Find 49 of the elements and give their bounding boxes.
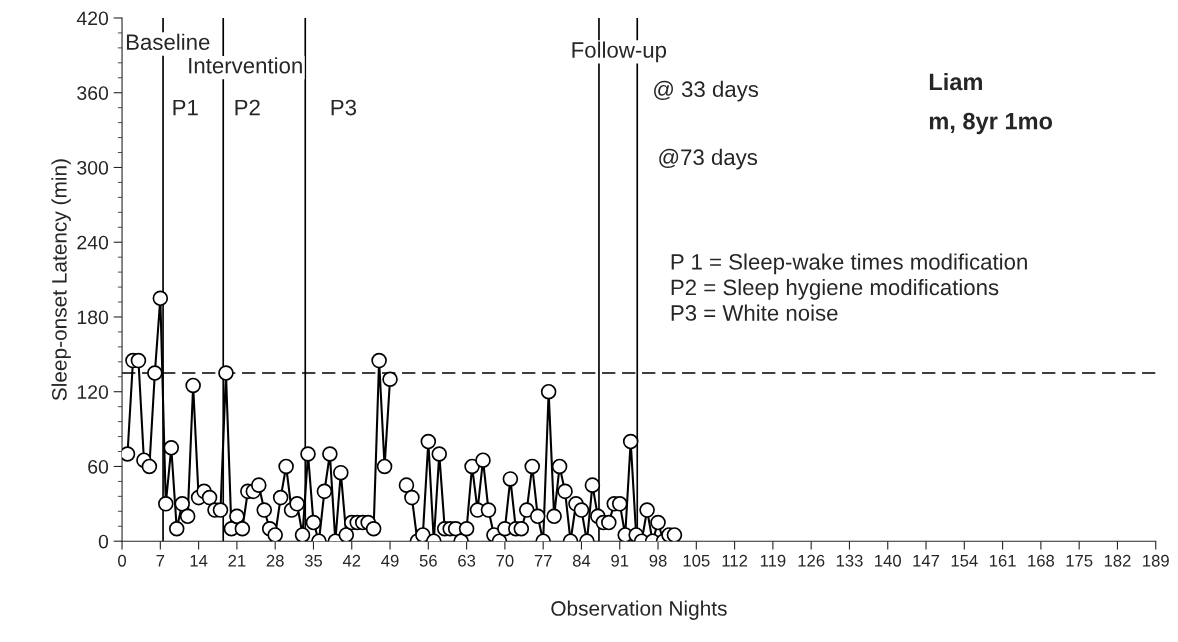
x-tick-label: 63 bbox=[458, 554, 476, 567]
x-tick-label: 28 bbox=[266, 554, 284, 567]
x-tick-label: 154 bbox=[951, 555, 978, 567]
x-tick-label: 175 bbox=[1066, 555, 1093, 567]
x-tick-label: 168 bbox=[1028, 554, 1055, 567]
x-axis-title: Observation Nights bbox=[551, 600, 727, 620]
x-tick-label: 77 bbox=[534, 555, 552, 567]
annotation: P2 bbox=[235, 99, 260, 116]
annotation: Follow-up bbox=[572, 41, 667, 63]
x-tick-label: 21 bbox=[228, 554, 246, 567]
annotation: @73 days bbox=[659, 148, 758, 170]
x-tick-label: 98 bbox=[649, 554, 667, 567]
x-tick-label: 7 bbox=[156, 555, 165, 567]
y-tick-label: 420 bbox=[76, 11, 109, 26]
annotation: Liam bbox=[929, 72, 982, 91]
y-axis-title: Sleep-onset Latency (min) bbox=[51, 159, 71, 401]
x-tick-label: 105 bbox=[683, 554, 710, 567]
x-tick-label: 112 bbox=[722, 554, 748, 567]
y-tick-label: 360 bbox=[77, 86, 109, 100]
y-tick-label: 0 bbox=[98, 534, 109, 549]
x-tick-label: 91 bbox=[611, 554, 629, 567]
y-tick-label: 180 bbox=[77, 310, 109, 325]
annotation: Intervention bbox=[189, 57, 302, 74]
x-tick-label: 182 bbox=[1104, 554, 1131, 567]
annotation: Baseline bbox=[126, 33, 210, 50]
x-tick-label: 84 bbox=[572, 554, 591, 567]
annotation: m, 8yr 1mo bbox=[929, 112, 1053, 135]
annotation: P3 bbox=[331, 99, 357, 116]
y-tick-label: 240 bbox=[77, 235, 109, 250]
x-tick-label: 42 bbox=[342, 554, 361, 567]
annotation: P1 bbox=[173, 99, 198, 116]
x-tick-label: 56 bbox=[419, 554, 437, 567]
x-tick-label: 49 bbox=[381, 554, 399, 567]
x-tick-label: 0 bbox=[118, 554, 127, 567]
x-tick-label: 133 bbox=[836, 554, 863, 567]
x-tick-label: 14 bbox=[190, 555, 208, 567]
x-tick-label: 35 bbox=[304, 554, 323, 567]
x-tick-label: 147 bbox=[913, 555, 940, 567]
x-tick-label: 189 bbox=[1143, 554, 1169, 567]
x-tick-label: 161 bbox=[989, 554, 1016, 567]
x-tick-label: 70 bbox=[496, 554, 514, 567]
y-tick-label: 300 bbox=[77, 160, 109, 175]
annotation: P 1 = Sleep-wake times modification P2 = Sleep hygiene modifications P3 = White noise bbox=[671, 253, 1027, 321]
x-tick-label: 126 bbox=[798, 554, 825, 567]
x-tick-label: 119 bbox=[760, 554, 786, 567]
y-tick-label: 60 bbox=[88, 459, 109, 474]
y-tick-label: 120 bbox=[77, 385, 109, 399]
x-tick-label: 140 bbox=[875, 554, 901, 567]
annotation: @ 33 days bbox=[654, 80, 759, 102]
